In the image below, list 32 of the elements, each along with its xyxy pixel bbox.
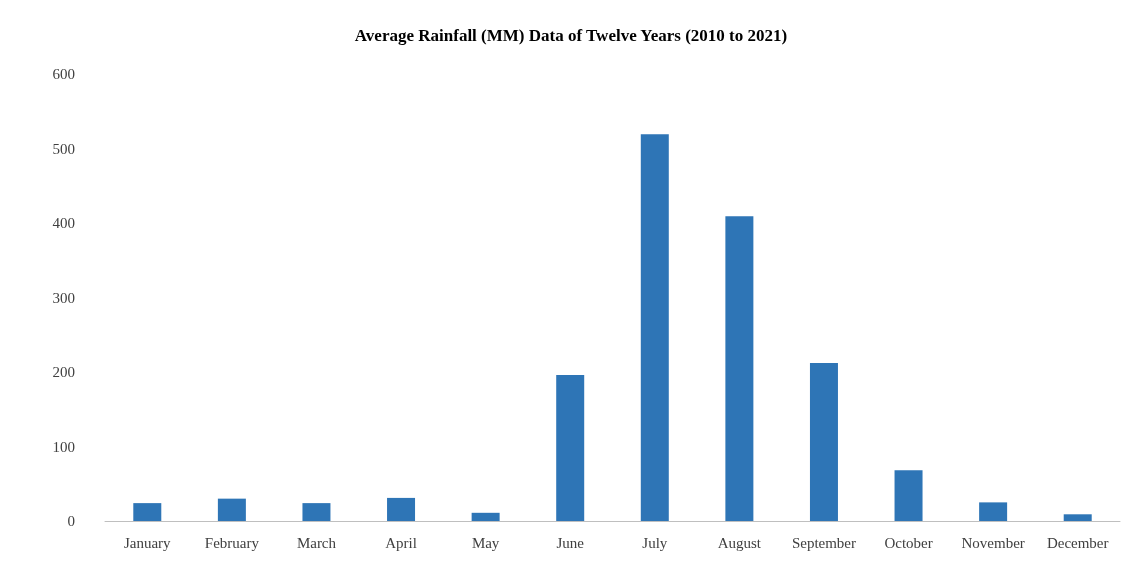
x-tick-label: December bbox=[1046, 534, 1109, 551]
bar bbox=[387, 497, 416, 521]
x-tick-label: July bbox=[642, 534, 668, 551]
x-tick-label: August bbox=[717, 534, 762, 551]
bar bbox=[217, 498, 246, 521]
x-tick-label: February bbox=[204, 534, 260, 551]
x-tick-label: October bbox=[884, 534, 933, 551]
x-tick-label: May bbox=[471, 534, 500, 551]
y-tick-label: 200 bbox=[52, 364, 75, 380]
bar bbox=[133, 503, 162, 521]
x-tick-label: January bbox=[123, 534, 172, 551]
x-tick-label: November bbox=[961, 534, 1025, 551]
y-tick-label: 400 bbox=[52, 215, 75, 231]
x-tick-label: June bbox=[556, 534, 585, 551]
chart-title: Average Rainfall (MM) Data of Twelve Years (2010 to 2021) bbox=[354, 26, 788, 45]
x-tick-label: March bbox=[296, 534, 337, 551]
bar bbox=[979, 502, 1008, 521]
x-tick-label: April bbox=[385, 534, 417, 551]
y-tick-label: 300 bbox=[52, 289, 75, 306]
bar bbox=[894, 470, 923, 521]
bar bbox=[640, 134, 669, 521]
y-tick-label: 100 bbox=[52, 438, 75, 455]
x-tick-label: September bbox=[791, 534, 857, 551]
y-tick-label: 600 bbox=[52, 66, 75, 82]
bar bbox=[1063, 514, 1092, 521]
y-tick-label: 500 bbox=[52, 140, 75, 157]
bar bbox=[725, 216, 754, 521]
bar bbox=[556, 374, 585, 521]
bar bbox=[471, 512, 500, 521]
y-tick-label: 0 bbox=[67, 513, 75, 529]
bar bbox=[809, 363, 838, 521]
bar bbox=[302, 503, 331, 521]
